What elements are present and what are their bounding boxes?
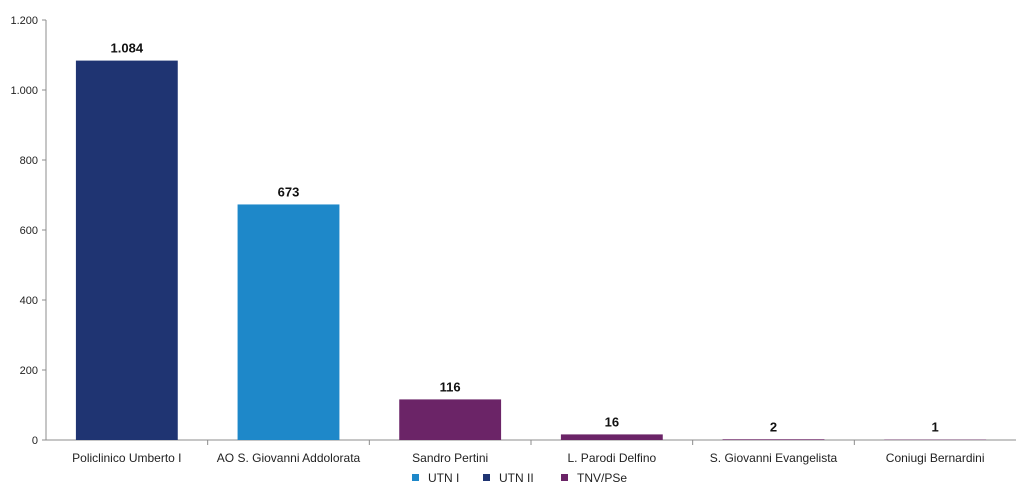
bar	[75, 60, 178, 440]
x-tick-label: Policlinico Umberto I	[72, 451, 181, 465]
bars	[75, 60, 987, 440]
data-label: 1	[932, 420, 939, 435]
legend-swatch	[561, 474, 568, 481]
data-label: 16	[605, 414, 619, 429]
data-label: 1.084	[111, 41, 144, 56]
data-label: 2	[770, 419, 777, 434]
legend-label: UTN I	[428, 471, 459, 485]
axes	[45, 20, 1016, 441]
bar	[399, 399, 502, 440]
legend: UTN I UTN II TNV/PSe	[412, 471, 627, 485]
legend-swatch	[483, 474, 490, 481]
legend-swatch	[412, 474, 419, 481]
bar	[237, 204, 340, 440]
y-tick-label: 400	[20, 295, 38, 307]
x-tick-label: L. Parodi Delfino	[567, 451, 656, 465]
y-tick-label: 0	[32, 435, 38, 447]
y-tick-label: 1.200	[10, 15, 38, 27]
legend-label: UTN II	[499, 471, 534, 485]
legend-label: TNV/PSe	[577, 471, 627, 485]
y-tick-label: 1.000	[10, 85, 38, 97]
bar	[560, 434, 663, 440]
y-tick-label: 200	[20, 365, 38, 377]
data-labels: 1.084 673 116 16 2 1	[111, 41, 939, 435]
data-label: 116	[440, 379, 461, 394]
y-axis-ticks: 0 200 400 600 800 1.000 1.200	[10, 15, 46, 447]
bar	[722, 439, 825, 440]
x-tick-label: AO S. Giovanni Addolorata	[217, 451, 361, 465]
y-tick-label: 800	[20, 155, 38, 167]
x-tick-label: Coniugi Bernardini	[886, 451, 985, 465]
data-label: 673	[278, 184, 300, 199]
x-axis-labels: Policlinico Umberto I AO S. Giovanni Addo…	[72, 440, 985, 465]
x-tick-label: S. Giovanni Evangelista	[710, 451, 838, 465]
x-tick-label: Sandro Pertini	[412, 451, 488, 465]
y-tick-label: 600	[20, 225, 38, 237]
